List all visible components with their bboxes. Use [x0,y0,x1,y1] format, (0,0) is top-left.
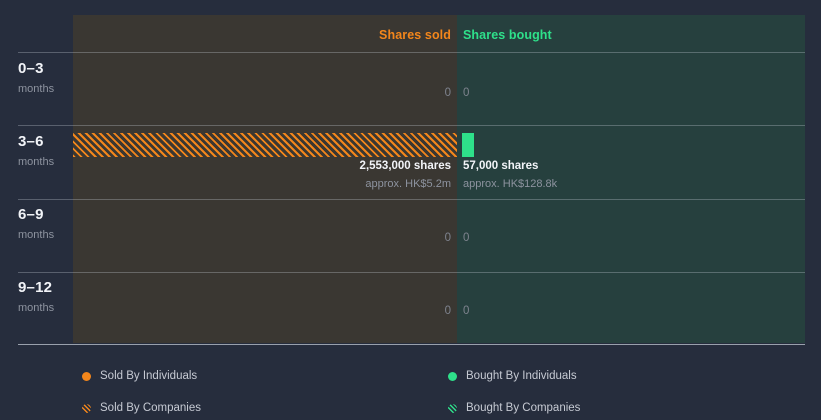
row-0-sold-value: 0 [444,87,451,99]
shares-bought-header: Shares bought [463,28,552,42]
row-unit-label: months [18,156,55,168]
legend-item-bought-by-individuals[interactable]: Bought By Individuals [448,370,577,383]
row-label-2: 6–9 months [18,206,73,242]
row-label-0: 0–3 months [18,60,73,96]
legend-item-sold-by-companies[interactable]: Sold By Companies [82,402,201,415]
legend-swatch-solid-orange-icon [82,372,91,381]
shares-sold-panel [73,15,457,343]
row-1-sold-value: 2,553,000 shares [359,160,451,172]
row-3-sold-value: 0 [444,305,451,317]
legend-label: Bought By Individuals [466,370,577,382]
row-0-bought-values: 0 [463,86,469,101]
legend-label: Bought By Companies [466,402,581,414]
row-separator [18,52,805,53]
row-2-bought-value: 0 [463,232,470,244]
row-3-bought-value: 0 [463,305,470,317]
row-label-3: 9–12 months [18,279,73,315]
row-2-bought-values: 0 [463,231,469,246]
legend-divider [18,344,805,345]
legend-swatch-solid-green-icon [448,372,457,381]
row-unit-label: months [18,302,55,314]
row-separator [18,125,805,126]
row-separator [18,199,805,200]
row-label-1: 3–6 months [18,133,73,169]
row-1-sold-bar[interactable] [73,133,457,157]
row-2-sold-values: 0 [73,231,451,246]
row-range-label: 3–6 [18,133,44,150]
legend-swatch-hatch-orange-icon [82,404,91,413]
row-1-sold-approx: approx. HK$5.2m [365,178,451,190]
row-range-label: 6–9 [18,206,44,223]
row-0-sold-values: 0 [73,86,451,101]
row-1-bought-value: 57,000 shares [463,160,539,172]
row-3-sold-values: 0 [73,304,451,319]
row-1-bought-values: 57,000 shares approx. HK$128.8k [463,159,557,192]
shares-sold-header: Shares sold [379,28,451,42]
legend-label: Sold By Individuals [100,370,198,382]
row-3-bought-values: 0 [463,304,469,319]
row-2-sold-value: 0 [444,232,451,244]
row-0-bought-value: 0 [463,87,470,99]
row-unit-label: months [18,83,55,95]
legend-label: Sold By Companies [100,402,201,414]
legend-item-bought-by-companies[interactable]: Bought By Companies [448,402,580,415]
legend-swatch-hatch-green-icon [448,404,457,413]
row-range-label: 0–3 [18,60,44,77]
row-1-bought-approx: approx. HK$128.8k [463,178,558,190]
row-separator [18,272,805,273]
row-1-bought-bar[interactable] [462,133,474,157]
row-range-label: 9–12 [18,279,53,296]
shares-bought-panel [457,15,805,343]
row-1-sold-values: 2,553,000 shares approx. HK$5.2m [73,159,451,192]
legend-item-sold-by-individuals[interactable]: Sold By Individuals [82,370,197,383]
row-unit-label: months [18,229,55,241]
